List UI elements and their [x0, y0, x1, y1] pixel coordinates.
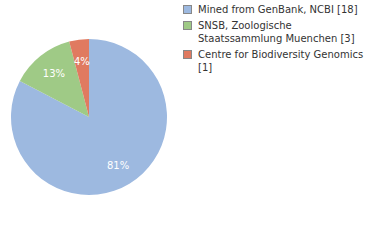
html-text:Centre for Biodiversity Genomi: Centre for Biodiversity Genomics [1]: [198, 49, 364, 73]
svg-text:81%: 81%: [107, 160, 129, 171]
svg-text:13%: 13%: [43, 68, 65, 79]
html-text:Mined from GenBank, NCBI [18]: Mined from GenBank, NCBI [18]: [198, 4, 358, 15]
html-text:SNSB, Zoologische Staatssammlu: SNSB, Zoologische Staatssammlung Muenche…: [198, 20, 355, 44]
svg-text:4%: 4%: [74, 56, 90, 67]
